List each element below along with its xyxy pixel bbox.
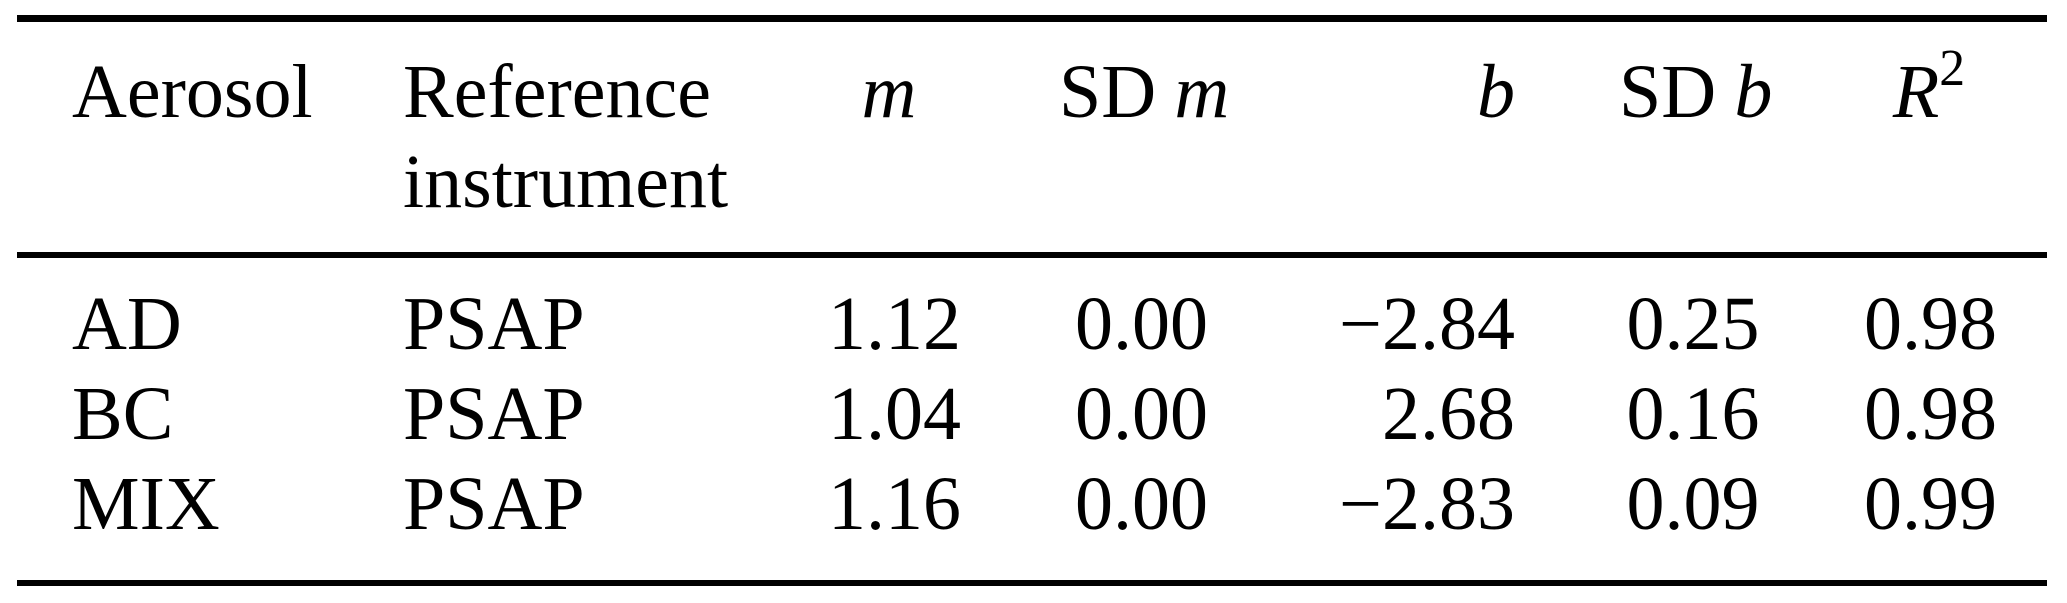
column-header-r-squared: R2 <box>1864 43 1994 227</box>
header-sd-m-symbol: m <box>1174 50 1230 134</box>
cell-aerosol: BC <box>72 372 174 456</box>
header-sd-b-symbol: b <box>1734 50 1773 134</box>
cell-b: −2.84 <box>1339 282 1515 366</box>
column-header-b: b <box>1324 47 1515 227</box>
cell-m: 1.04 <box>828 372 961 456</box>
cell-sd-b: 0.25 <box>1626 282 1760 366</box>
table-top-rule <box>17 15 2047 22</box>
cell-b: −2.83 <box>1339 462 1515 546</box>
table-row-bc: BC PSAP 1.04 0.00 2.68 0.16 0.98 <box>0 369 2067 459</box>
cell-r-squared: 0.98 <box>1864 282 1997 366</box>
header-r2-superscript: 2 <box>1939 39 1966 97</box>
column-header-m: m <box>828 47 950 227</box>
cell-r-squared: 0.98 <box>1864 372 1997 456</box>
cell-sd-m: 0.00 <box>1075 462 1208 546</box>
table-row-ad: AD PSAP 1.12 0.00 −2.84 0.25 0.98 <box>0 279 2067 369</box>
cell-reference-instrument: PSAP <box>403 372 585 456</box>
cell-sd-b: 0.16 <box>1626 372 1760 456</box>
header-b-symbol: b <box>1477 50 1515 134</box>
column-header-sd-m: SD m <box>1059 47 1229 227</box>
column-header-sd-b: SD b <box>1619 47 1772 227</box>
cell-reference-instrument: PSAP <box>403 462 585 546</box>
cell-sd-m: 0.00 <box>1075 372 1208 456</box>
header-reference-line2: instrument <box>403 140 729 224</box>
cell-reference-instrument: PSAP <box>403 282 585 366</box>
cell-r-squared: 0.99 <box>1864 462 1997 546</box>
cell-m: 1.16 <box>828 462 961 546</box>
cell-sd-b: 0.09 <box>1626 462 1760 546</box>
table-header-rule <box>17 252 2047 258</box>
column-header-reference-instrument: Reference instrument <box>403 47 733 227</box>
table-row-mix: MIX PSAP 1.16 0.00 −2.83 0.09 0.99 <box>0 459 2067 549</box>
cell-b: 2.68 <box>1382 372 1515 456</box>
header-r2-base: R <box>1892 50 1940 134</box>
header-aerosol-label: Aerosol <box>72 50 313 134</box>
header-m-symbol: m <box>861 50 917 134</box>
cell-aerosol: MIX <box>72 462 220 546</box>
column-header-aerosol: Aerosol <box>72 47 403 227</box>
cell-m: 1.12 <box>828 282 961 366</box>
table-header-row: Aerosol Reference instrument m SD m b SD b… <box>0 43 2067 227</box>
cell-aerosol: AD <box>72 282 182 366</box>
table-bottom-rule <box>17 580 2047 586</box>
header-reference-line1: Reference <box>403 50 711 134</box>
header-sd-b-prefix: SD <box>1619 50 1717 134</box>
header-sd-m-prefix: SD <box>1059 50 1157 134</box>
cell-sd-m: 0.00 <box>1075 282 1208 366</box>
